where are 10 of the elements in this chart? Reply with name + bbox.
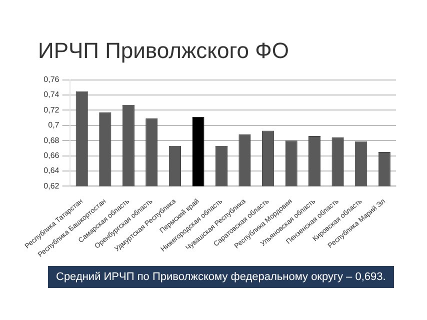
y-tick-label: 0,76 <box>44 75 60 84</box>
text: Средний ИРЧП по Приволжскому федеральному округу – 0,693. <box>48 266 394 288</box>
y-tick-label: 0,66 <box>44 150 60 160</box>
y-tick-label: 0,7 <box>48 120 60 130</box>
y-tick-label: 0,64 <box>44 166 60 176</box>
y-tick-label: 0,72 <box>44 105 60 114</box>
y-tick-label: 0,68 <box>44 136 60 145</box>
chart-title: ИРЧП Приволжского ФО <box>37 37 290 65</box>
y-tick-label: 0,62 <box>44 181 60 190</box>
y-tick-label: 0,74 <box>44 90 60 100</box>
